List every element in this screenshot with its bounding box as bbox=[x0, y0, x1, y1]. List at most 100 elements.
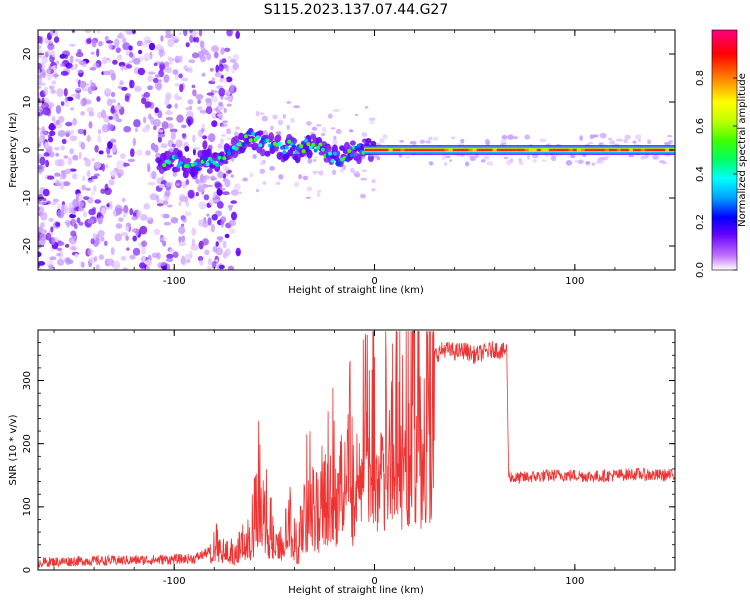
heatmap-noise-cell bbox=[153, 62, 158, 67]
heatmap-halo-cell bbox=[259, 112, 265, 115]
heatmap-noise-cell bbox=[110, 91, 116, 98]
heatmap-carrier-peak bbox=[600, 148, 605, 152]
heatmap-carrier-peak bbox=[364, 148, 369, 152]
heatmap-halo-cell bbox=[623, 138, 629, 144]
heatmap-noise-cell bbox=[40, 229, 47, 235]
heatmap-noise-cell bbox=[49, 256, 57, 261]
heatmap-noise-cell bbox=[106, 258, 115, 266]
heatmap-noise-cell bbox=[127, 158, 136, 162]
heatmap-noise-cell bbox=[129, 254, 136, 260]
heatmap-noise-cell bbox=[55, 152, 60, 157]
heatmap-halo-cell bbox=[634, 134, 642, 140]
heatmap-ridge-peak bbox=[316, 145, 320, 150]
heatmap-ridge-peak bbox=[337, 161, 342, 166]
heatmap-noise-cell bbox=[187, 66, 193, 74]
heatmap-noise-cell bbox=[98, 254, 104, 260]
heatmap-noise-cell bbox=[179, 196, 187, 202]
heatmap-noise-cell bbox=[125, 235, 129, 241]
heatmap-noise-cell bbox=[187, 118, 192, 127]
heatmap-halo-cell bbox=[302, 175, 309, 181]
heatmap-ridge-cell bbox=[246, 143, 253, 148]
heatmap-halo-cell bbox=[371, 188, 376, 192]
heatmap-noise-cell bbox=[235, 126, 240, 130]
heatmap-carrier-peak bbox=[536, 148, 541, 152]
heatmap-noise-cell bbox=[144, 150, 151, 156]
heatmap-noise-cell bbox=[48, 124, 57, 131]
heatmap-halo-cell bbox=[666, 135, 673, 138]
heatmap-noise-cell bbox=[43, 86, 49, 96]
heatmap-noise-cell bbox=[219, 48, 225, 56]
heatmap-noise-cell bbox=[153, 228, 161, 236]
heatmap-ridge-peak bbox=[313, 148, 318, 153]
heatmap-noise-cell bbox=[182, 124, 186, 129]
heatmap-noise-cell bbox=[135, 229, 139, 236]
heatmap-ridge-cell bbox=[306, 149, 313, 159]
heatmap-halo-cell bbox=[217, 143, 223, 149]
heatmap-ridge-peak bbox=[167, 160, 171, 165]
heatmap-noise-cell bbox=[185, 200, 190, 207]
heatmap-halo-cell bbox=[512, 136, 519, 140]
heatmap-noise-cell bbox=[181, 235, 186, 243]
heatmap-noise-cell bbox=[137, 210, 143, 218]
heatmap-noise-cell bbox=[136, 40, 143, 47]
heatmap-noise-cell bbox=[44, 159, 50, 168]
heatmap-noise-cell bbox=[158, 183, 165, 188]
heatmap-xtick-label: 0 bbox=[371, 276, 377, 287]
heatmap-noise-cell bbox=[49, 130, 56, 137]
heatmap-ridge-peak bbox=[280, 145, 284, 150]
heatmap-halo-cell bbox=[293, 105, 300, 109]
heatmap-noise-cell bbox=[158, 129, 164, 133]
heatmap-noise-cell bbox=[38, 68, 41, 77]
heatmap-noise-cell bbox=[211, 261, 217, 269]
heatmap-noise-cell bbox=[117, 85, 123, 89]
heatmap-halo-cell bbox=[368, 121, 376, 124]
heatmap-noise-cell bbox=[126, 247, 130, 251]
heatmap-ridge-cell bbox=[174, 166, 181, 173]
heatmap-halo-cell bbox=[252, 154, 257, 159]
heatmap-halo-cell bbox=[425, 140, 431, 144]
heatmap-noise-cell bbox=[104, 240, 108, 246]
heatmap-halo-cell bbox=[290, 117, 295, 124]
heatmap-halo-cell bbox=[503, 156, 509, 160]
heatmap-noise-cell bbox=[120, 64, 124, 71]
heatmap-noise-cell bbox=[110, 169, 118, 178]
heatmap-noise-cell bbox=[82, 211, 88, 218]
heatmap-noise-cell bbox=[92, 62, 100, 69]
heatmap-noise-cell bbox=[84, 30, 92, 34]
heatmap-carrier-peak bbox=[376, 148, 381, 152]
heatmap-noise-cell bbox=[91, 191, 95, 196]
heatmap-noise-cell bbox=[66, 222, 70, 228]
heatmap-noise-cell bbox=[124, 95, 130, 102]
heatmap-halo-cell bbox=[335, 128, 342, 135]
heatmap-noise-cell bbox=[211, 177, 218, 181]
heatmap-carrier-peak bbox=[452, 148, 457, 152]
heatmap-noise-cell bbox=[179, 83, 184, 93]
heatmap-noise-cell bbox=[228, 228, 235, 234]
heatmap-halo-cell bbox=[259, 168, 266, 174]
heatmap-noise-cell bbox=[88, 121, 93, 129]
heatmap-carrier-peak bbox=[612, 148, 617, 152]
heatmap-noise-cell bbox=[104, 35, 109, 42]
heatmap-noise-cell bbox=[101, 109, 106, 119]
heatmap-noise-cell bbox=[191, 52, 200, 59]
heatmap-noise-cell bbox=[216, 236, 224, 241]
heatmap-halo-cell bbox=[507, 134, 514, 140]
heatmap-halo-cell bbox=[486, 161, 494, 166]
heatmap-carrier-peak bbox=[544, 148, 549, 152]
heatmap-ridge-peak bbox=[270, 144, 275, 149]
heatmap-noise-cell bbox=[226, 30, 233, 37]
heatmap-noise-cell bbox=[178, 236, 182, 243]
heatmap-ridge-peak bbox=[205, 162, 210, 167]
heatmap-noise-cell bbox=[78, 221, 84, 226]
heatmap-carrier-peak bbox=[396, 148, 401, 152]
heatmap-noise-cell bbox=[66, 96, 74, 102]
heatmap-noise-cell bbox=[178, 201, 182, 207]
heatmap-noise-cell bbox=[119, 81, 124, 86]
heatmap-noise-cell bbox=[38, 127, 42, 131]
heatmap-noise-cell bbox=[85, 187, 91, 191]
heatmap-carrier-peak bbox=[620, 148, 625, 152]
heatmap-noise-cell bbox=[195, 36, 200, 43]
heatmap-carrier-peak bbox=[448, 148, 453, 152]
heatmap-halo-cell bbox=[661, 161, 668, 165]
heatmap-carrier-peak bbox=[504, 148, 509, 152]
